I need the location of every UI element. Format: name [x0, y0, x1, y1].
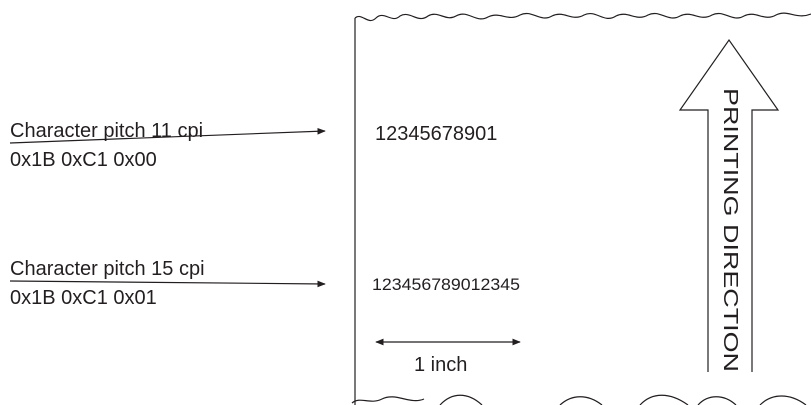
paper-torn-bottom-edge [351, 394, 807, 405]
paper-torn-top-edge [354, 12, 811, 22]
pitch-11-command: 0x1B 0xC1 0x00 [10, 149, 157, 171]
printing-direction-label: PRINTING DIRECTION [719, 88, 741, 372]
one-inch-label: 1 inch [414, 354, 467, 376]
pitch-11-arrow [9, 127, 326, 144]
printing-direction-arrow [678, 38, 780, 372]
pitch-11-sample: 12345678901 [375, 123, 497, 145]
pitch-11-label: Character pitch 11 cpi [10, 120, 203, 142]
pitch-15-label: Character pitch 15 cpi [10, 258, 205, 280]
pitch-15-sample: 123456789012345 [372, 275, 520, 294]
pitch-15-arrow [9, 280, 326, 288]
pitch-15-command: 0x1B 0xC1 0x01 [10, 287, 157, 309]
